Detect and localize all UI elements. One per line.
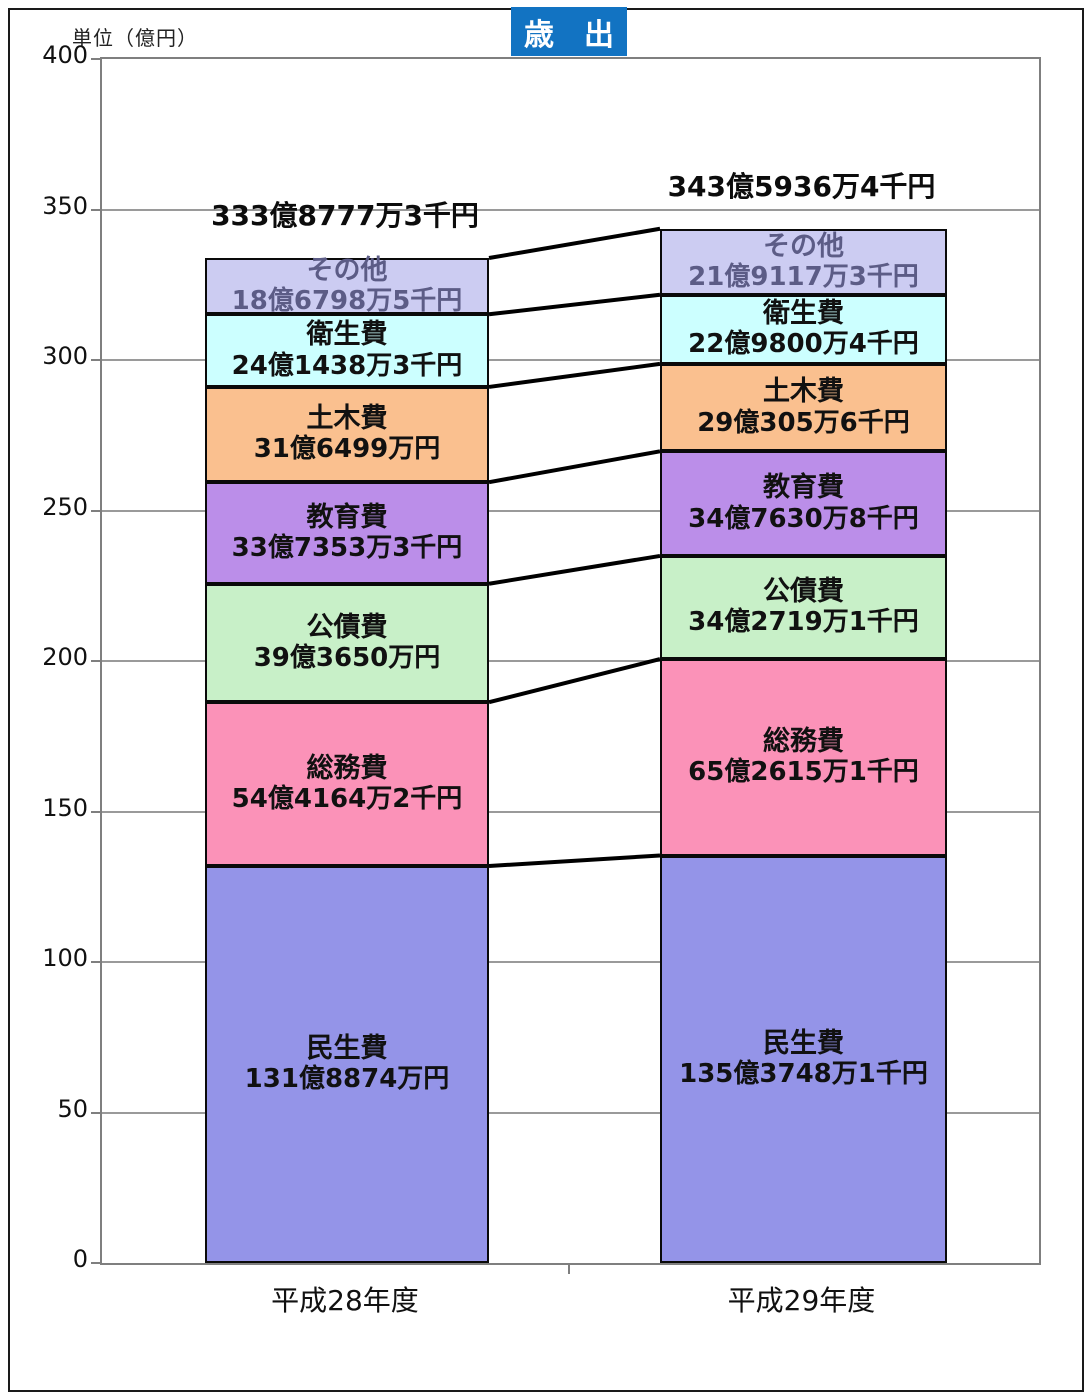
y-tick-150: [91, 810, 100, 813]
connector-line-土木費: [488, 361, 661, 389]
connector-line-衛生費: [488, 292, 661, 317]
bar-total-平成28年度: 333億8777万3千円: [211, 199, 479, 233]
segment-総務費-平成29年度: 総務費 65億2615万1千円: [660, 659, 947, 856]
gridline-250: [102, 509, 1039, 512]
gridline-350: [102, 208, 1039, 211]
segment-connector-lines: [488, 226, 661, 869]
y-axis-label-150: 150: [42, 793, 88, 822]
segment-公債費-平成28年度: 公債費 39億3650万円: [205, 583, 489, 703]
segment-value: 65億2615万1千円: [688, 757, 919, 788]
segment-name: その他: [306, 255, 388, 287]
y-tick-300: [91, 359, 100, 361]
segment-name: 教育費: [306, 501, 388, 533]
segment-その他-平成28年度: その他 18億6798万5千円: [205, 255, 489, 317]
segment-衛生費-平成29年度: 衛生費 22億9800万4千円: [660, 294, 947, 364]
segment-その他-平成29年度: その他 21億9117万3千円: [660, 228, 947, 295]
y-axis-label-400: 400: [42, 41, 88, 69]
gridline-150: [102, 810, 1039, 813]
segment-value: 54億4164万2千円: [231, 784, 463, 815]
plot-area: 民生費 131億8874万円 総務費 54億4164万2千円 公債費 39億3650万円教…: [91, 57, 1041, 1265]
gridline-200: [102, 660, 1039, 662]
bar-total-平成29年度: 343億5936万4千円: [667, 169, 936, 203]
y-axis-label-200: 200: [42, 643, 88, 671]
segment-value: 34億2719万1千円: [688, 607, 919, 638]
y-tick-250: [91, 509, 100, 512]
y-axis-label-50: 50: [57, 1094, 88, 1123]
category-label-平成28年度: 平成28年度: [271, 1284, 419, 1317]
y-axis-label-100: 100: [42, 944, 88, 972]
chart-title-banner: 歳 出: [511, 7, 627, 56]
chart-title: 歳 出: [524, 17, 614, 53]
connector-line-教育費: [488, 449, 661, 485]
segment-value: 31億6499万円: [253, 434, 441, 465]
y-tick-50: [91, 1111, 100, 1114]
connector-line-民生費: [488, 853, 661, 869]
segment-土木費-平成28年度: 土木費 31億6499万円: [205, 386, 489, 483]
segment-value: 33億7353万3千円: [231, 532, 463, 563]
segment-value: 131億8874万円: [244, 1064, 450, 1095]
y-axis-label-250: 250: [42, 492, 88, 521]
segment-name: 土木費: [306, 403, 388, 435]
segment-value: 24億1438万3千円: [231, 350, 463, 381]
segment-公債費-平成29年度: 公債費 34億2719万1千円: [660, 555, 947, 660]
y-tick-350: [91, 208, 100, 211]
segment-衛生費-平成28年度: 衛生費 24億1438万3千円: [205, 314, 489, 387]
segment-土木費-平成29年度: 土木費 29億305万6千円: [660, 363, 947, 452]
segment-民生費-平成29年度: 民生費 135億3748万1千円: [660, 855, 947, 1263]
segment-name: 公債費: [763, 576, 844, 608]
segment-name: その他: [763, 230, 844, 262]
segment-value: 34億7630万8千円: [688, 503, 919, 534]
segment-name: 民生費: [763, 1028, 844, 1060]
segment-教育費-平成28年度: 教育費 33億7353万3千円: [205, 482, 489, 584]
segment-value: 135億3748万1千円: [679, 1059, 928, 1090]
segment-民生費-平成28年度: 民生費 131億8874万円: [205, 866, 489, 1263]
segment-name: 総務費: [763, 726, 844, 758]
segment-総務費-平成28年度: 総務費 54億4164万2千円: [205, 702, 489, 866]
y-tick-200: [91, 660, 100, 662]
y-axis-label-300: 300: [42, 342, 88, 370]
connector-line-公債費: [488, 553, 661, 586]
y-tick-100: [91, 961, 100, 963]
segment-name: 民生費: [306, 1033, 388, 1065]
segment-name: 衛生費: [763, 298, 844, 330]
segment-value: 18億6798万5千円: [231, 286, 463, 317]
segment-value: 39億3650万円: [253, 642, 441, 673]
segment-value: 22億9800万4千円: [688, 329, 919, 360]
segment-name: 衛生費: [306, 319, 388, 351]
y-tick-0: [91, 1262, 100, 1264]
unit-label: 単位（億円）: [72, 26, 198, 50]
category-label-平成29年度: 平成29年度: [727, 1284, 876, 1317]
segment-name: 土木費: [763, 376, 844, 408]
x-axis-center-tick: [567, 1263, 570, 1274]
connector-line-その他: [488, 226, 661, 260]
segment-name: 公債費: [306, 611, 388, 643]
y-axis-label-0: 0: [72, 1245, 88, 1273]
gridline-100: [102, 961, 1039, 963]
segment-value: 29億305万6千円: [697, 407, 910, 438]
segment-教育費-平成29年度: 教育費 34億7630万8千円: [660, 451, 947, 556]
segment-value: 21億9117万3千円: [688, 261, 919, 292]
connector-line-総務費: [488, 657, 661, 705]
segment-name: 総務費: [306, 752, 388, 784]
gridline-50: [102, 1111, 1039, 1114]
gridline-300: [102, 359, 1039, 361]
y-axis-label-350: 350: [42, 191, 88, 220]
y-tick-400: [91, 58, 100, 60]
segment-name: 教育費: [763, 472, 844, 504]
